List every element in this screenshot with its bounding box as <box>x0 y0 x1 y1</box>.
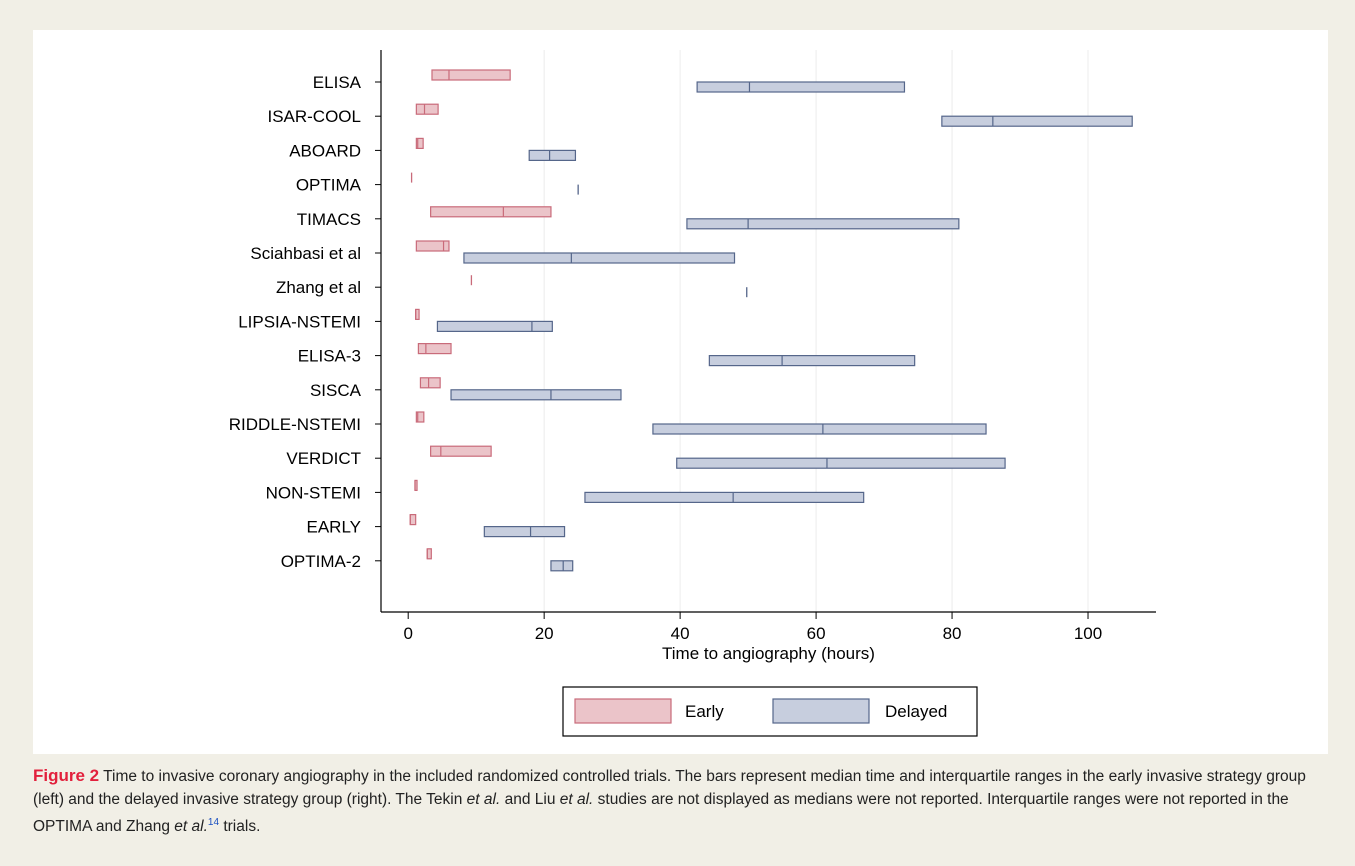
legend-label-delayed: Delayed <box>885 702 947 721</box>
early-iqr-bar <box>430 445 492 457</box>
early-iqr-bar <box>419 377 441 389</box>
trial-label: TIMACS <box>297 210 361 229</box>
delayed-iqr-bar <box>652 423 987 435</box>
trial-label: LIPSIA-NSTEMI <box>238 312 361 331</box>
delayed-iqr-bar <box>436 320 553 332</box>
trial-label: OPTIMA-2 <box>281 552 361 571</box>
early-iqr-bar <box>431 69 511 81</box>
early-iqr-bar <box>426 548 432 560</box>
x-axis-title: Time to angiography (hours) <box>662 644 875 663</box>
delayed-iqr-bar <box>550 560 574 572</box>
trial-label: ELISA <box>313 73 362 92</box>
x-tick-label: 60 <box>807 624 826 643</box>
delayed-iqr-bar <box>686 218 960 230</box>
x-tick-label: 80 <box>943 624 962 643</box>
trial-label: RIDDLE-NSTEMI <box>229 415 361 434</box>
trial-label: ABOARD <box>289 141 361 160</box>
trial-label: ISAR-COOL <box>267 107 361 126</box>
early-iqr-bar <box>415 137 424 150</box>
legend-swatch-delayed <box>772 698 870 724</box>
x-tick-label: 20 <box>535 624 554 643</box>
legend-label-early: Early <box>685 702 724 721</box>
legend-swatch-early <box>574 698 672 724</box>
delayed-iqr-bar <box>696 81 906 93</box>
trial-label: VERDICT <box>286 449 361 468</box>
figure-panel: 0 20 40 60 80 100 Time to angiography (hours) E… <box>33 30 1328 754</box>
delayed-iqr-bar <box>450 389 622 401</box>
trial-label: Sciahbasi et al <box>250 244 361 263</box>
x-tick-label: 100 <box>1074 624 1102 643</box>
figure-caption: Figure 2 Time to invasive coronary angiog… <box>33 764 1328 838</box>
early-iqr-bar <box>415 411 425 423</box>
trial-label: Zhang et al <box>276 278 361 297</box>
trial-label: NON-STEMI <box>266 483 361 502</box>
caption-text: Time to invasive coronary angiography in… <box>33 768 1306 836</box>
time-to-angiography-chart: 0 20 40 60 80 100 Time to angiography (hours) E… <box>229 50 1156 737</box>
early-iqr-bar <box>430 206 552 218</box>
delayed-iqr-bar <box>483 526 566 538</box>
delayed-iqr-bar <box>528 149 577 162</box>
trial-label: ELISA-3 <box>298 347 361 366</box>
delayed-iqr-bar <box>676 457 1006 469</box>
x-tick-label: 40 <box>671 624 690 643</box>
delayed-iqr-bar <box>941 115 1133 127</box>
trial-label: OPTIMA <box>296 176 362 195</box>
x-tick-label: 0 <box>403 624 412 643</box>
trial-label: SISCA <box>310 381 362 400</box>
trial-label: EARLY <box>307 518 362 537</box>
early-iqr-bar <box>409 514 417 526</box>
early-iqr-bar <box>415 240 450 252</box>
early-iqr-bar <box>417 343 452 355</box>
delayed-iqr-bar <box>708 355 916 367</box>
figure-label: Figure 2 <box>33 766 100 785</box>
early-iqr-bar <box>415 103 439 115</box>
delayed-iqr-bar <box>584 491 865 503</box>
delayed-iqr-bar <box>463 252 736 264</box>
